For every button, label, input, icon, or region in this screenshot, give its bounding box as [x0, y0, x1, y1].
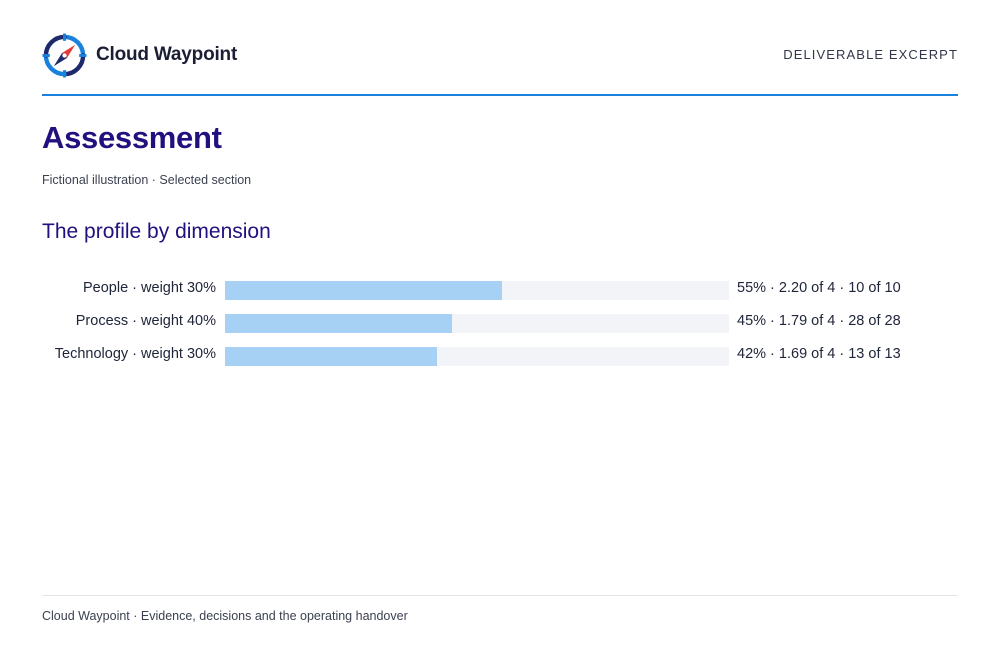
brand-name: Cloud Waypoint — [96, 44, 238, 65]
header-divider — [42, 94, 958, 96]
compass-icon — [42, 33, 87, 78]
bar-category-label: Process · weight 40% — [75, 313, 216, 329]
document-type-tag: DELIVERABLE EXCERPT — [783, 47, 958, 62]
bar-row: People · weight 30% 55% · 2.20 of 4 · 10 … — [42, 270, 958, 303]
bar-row: Process · weight 40% 45% · 1.79 of 4 · 28… — [42, 303, 958, 336]
bar — [225, 314, 452, 333]
page-subtitle: Fictional illustration · Selected sectio… — [42, 173, 252, 187]
bar — [225, 281, 502, 300]
bar-value-label: 45% · 1.79 of 4 · 28 of 28 — [737, 313, 901, 329]
bar-category-label: People · weight 30% — [83, 280, 216, 296]
bar-row: Technology · weight 30% 42% · 1.69 of 4 ·… — [42, 336, 958, 369]
footer-text: Cloud Waypoint · Evidence, decisions and… — [42, 609, 408, 623]
bar-track — [225, 281, 729, 300]
bar-value-label: 55% · 2.20 of 4 · 10 of 10 — [737, 280, 901, 296]
bar-track — [225, 347, 729, 366]
bar-value-label: 42% · 1.69 of 4 · 13 of 13 — [737, 346, 901, 362]
bar — [225, 347, 437, 366]
deliverable-page: Cloud Waypoint DELIVERABLE EXCERPT Asses… — [42, 0, 958, 650]
bar-track — [225, 314, 729, 333]
footer-divider — [42, 595, 958, 596]
bar-category-label: Technology · weight 30% — [54, 346, 216, 362]
page-header: Cloud Waypoint DELIVERABLE EXCERPT — [42, 30, 958, 80]
dimension-bar-chart: People · weight 30% 55% · 2.20 of 4 · 10 … — [42, 270, 958, 380]
section-heading: The profile by dimension — [42, 220, 271, 243]
page-title: Assessment — [42, 120, 222, 155]
